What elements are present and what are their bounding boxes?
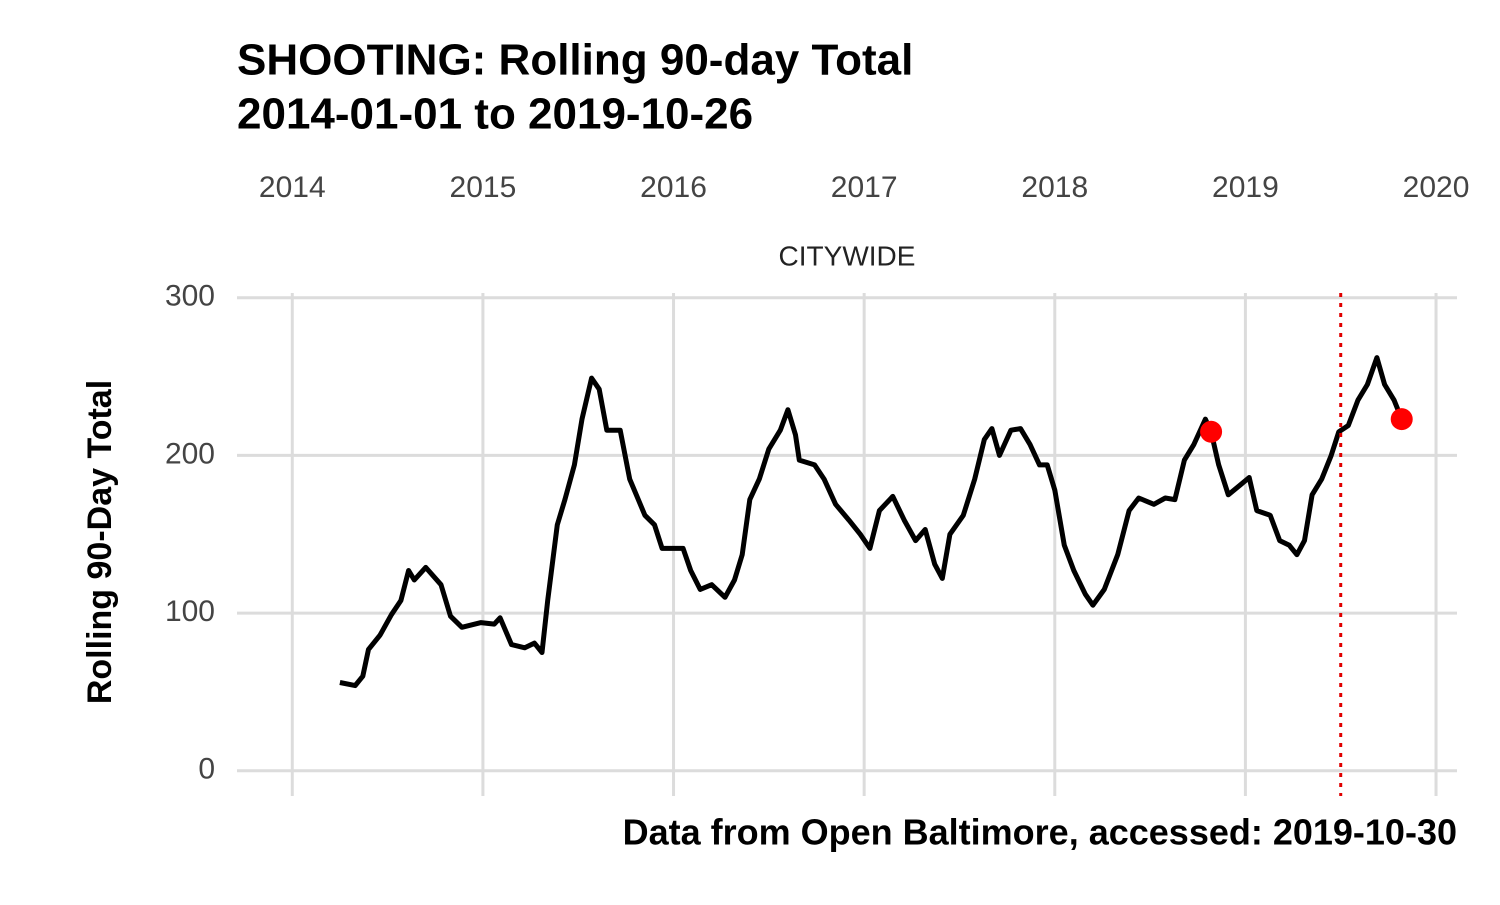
x-tick-label: 2015 [450, 171, 517, 204]
x-tick-label: 2017 [831, 171, 898, 204]
caption: Data from Open Baltimore, accessed: 2019… [623, 812, 1457, 853]
x-tick-label: 2014 [259, 171, 326, 204]
highlight-point [1390, 408, 1413, 431]
y-tick-label: 100 [165, 595, 215, 628]
line [339, 355, 1405, 689]
chart-subtitle: 2014-01-01 to 2019-10-26 [237, 90, 753, 139]
x-tick-label: 2018 [1021, 171, 1088, 204]
highlight-point [1200, 420, 1223, 443]
facet-label: CITYWIDE [779, 240, 916, 271]
y-tick-label: 300 [165, 280, 215, 313]
y-tick-label: 0 [198, 753, 215, 786]
y-axis-label: Rolling 90-Day Total [81, 380, 119, 704]
chart-title: SHOOTING: Rolling 90-day Total [237, 36, 913, 85]
y-tick-label: 200 [165, 437, 215, 470]
x-tick-label: 2019 [1212, 171, 1279, 204]
x-tick-label: 2020 [1403, 171, 1470, 204]
x-tick-label: 2016 [640, 171, 707, 204]
